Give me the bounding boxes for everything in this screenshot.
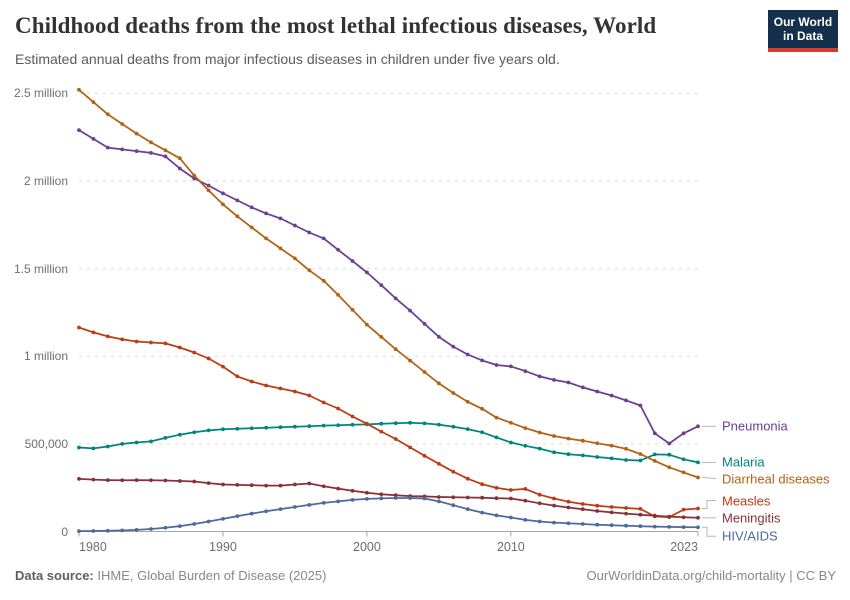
series-line-meningitis[interactable] bbox=[78, 478, 699, 519]
series-points-meningitis bbox=[77, 477, 700, 520]
x-axis-label: 1990 bbox=[209, 540, 237, 554]
owid-logo-accent-bar bbox=[768, 48, 838, 52]
y-axis-label: 2.5 million bbox=[13, 86, 68, 101]
series-points-pneumonia bbox=[77, 128, 700, 446]
series-label-diarrheal[interactable]: Diarrheal diseases bbox=[722, 471, 830, 486]
series-label-meningitis[interactable]: Meningitis bbox=[722, 510, 781, 526]
owid-logo-line2: in Data bbox=[782, 29, 823, 43]
footer-source-value: IHME, Global Burden of Disease (2025) bbox=[93, 568, 327, 583]
series-points-measles bbox=[77, 325, 700, 519]
x-axis-label: 2010 bbox=[496, 540, 525, 554]
chart-subtitle: Estimated annual deaths from major infec… bbox=[15, 51, 560, 67]
footer-license: | CC BY bbox=[785, 568, 836, 583]
series-points-diarrheal bbox=[77, 87, 700, 480]
owid-logo-line1: Our World bbox=[773, 15, 833, 29]
series-line-hiv[interactable] bbox=[78, 497, 699, 532]
chart-title: Childhood deaths from the most lethal in… bbox=[15, 13, 657, 38]
legend-connector-measles bbox=[702, 500, 716, 510]
x-axis-label: 2023 bbox=[670, 540, 698, 554]
series-label-malaria[interactable]: Malaria bbox=[722, 454, 765, 470]
series-line-malaria[interactable] bbox=[78, 421, 699, 464]
series-line-measles[interactable] bbox=[78, 326, 699, 518]
legend-connector-diarrheal bbox=[701, 477, 717, 480]
series-label-pneumonia[interactable]: Pneumonia bbox=[722, 418, 788, 434]
legend-connector-hiv bbox=[702, 526, 716, 537]
y-axis-label: 2 million bbox=[23, 173, 68, 188]
x-axis-label: 1980 bbox=[79, 540, 107, 554]
footer-attribution: OurWorldinData.org/child-mortality | CC … bbox=[586, 568, 836, 583]
series-points-malaria bbox=[77, 420, 700, 465]
owid-logo-box: Our World in Data bbox=[768, 10, 838, 48]
y-axis-label: 1.5 million bbox=[13, 261, 68, 276]
series-label-hiv[interactable]: HIV/AIDS bbox=[722, 528, 778, 544]
series-line-pneumonia[interactable] bbox=[78, 129, 699, 445]
series-label-measles[interactable]: Measles bbox=[722, 493, 771, 509]
y-axis-label: 1 million bbox=[23, 349, 68, 364]
series-line-diarrheal[interactable] bbox=[78, 89, 699, 479]
y-axis-label: 500,000 bbox=[24, 436, 68, 451]
owid-logo[interactable]: Our World in Data bbox=[768, 10, 838, 52]
footer-url-link[interactable]: OurWorldinData.org/child-mortality bbox=[586, 568, 786, 583]
y-axis-label: 0 bbox=[61, 524, 68, 539]
series-points-hiv bbox=[77, 496, 700, 533]
footer-source: Data source: IHME, Global Burden of Dise… bbox=[15, 568, 326, 583]
footer-source-label: Data source: bbox=[15, 568, 94, 583]
x-axis-label: 2000 bbox=[353, 540, 381, 554]
